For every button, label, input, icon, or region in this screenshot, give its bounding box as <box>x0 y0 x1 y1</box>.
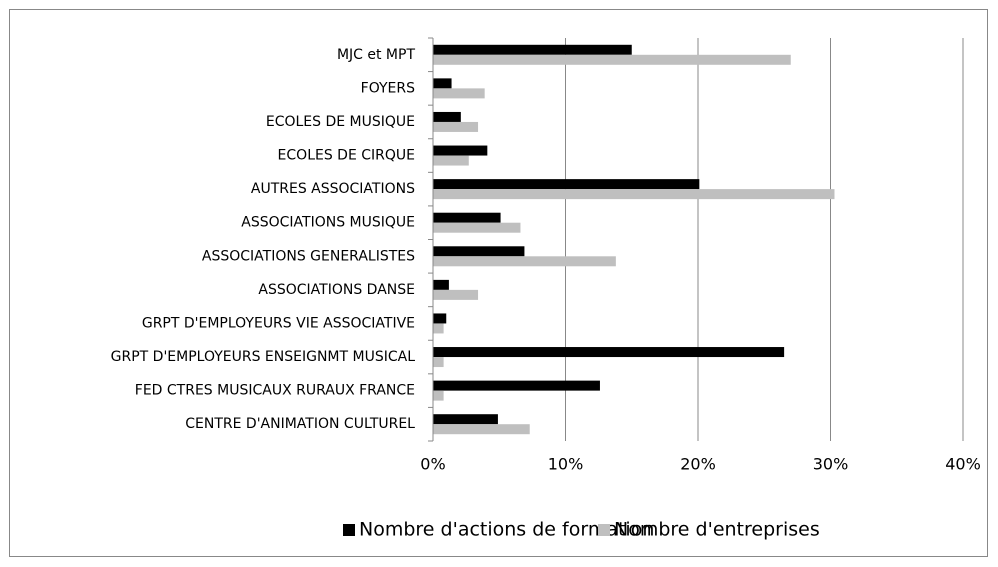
bar <box>433 222 521 233</box>
chart-frame <box>9 9 988 557</box>
bar <box>433 380 600 391</box>
bar <box>433 414 498 425</box>
bar <box>433 78 452 89</box>
y-tick-label: AUTRES ASSOCIATIONS <box>251 181 415 197</box>
y-tick-label: ASSOCIATIONS DANSE <box>258 282 415 298</box>
bar <box>433 88 485 99</box>
bar <box>433 121 479 132</box>
bar <box>433 256 616 267</box>
y-tick-label: FOYERS <box>361 80 415 96</box>
bar <box>433 347 785 358</box>
y-tick-label: MJC et MPT <box>337 47 416 63</box>
y-tick-label: GRPT D'EMPLOYEURS VIE ASSOCIATIVE <box>142 315 415 331</box>
bar <box>433 313 447 324</box>
y-tick-label: CENTRE D'ANIMATION CULTUREL <box>185 416 415 432</box>
bar <box>433 246 525 257</box>
y-tick-label: FED CTRES MUSICAUX RURAUX FRANCE <box>135 383 415 399</box>
bar <box>433 179 700 190</box>
bar <box>433 390 444 401</box>
bar <box>433 189 835 200</box>
bar <box>433 145 488 156</box>
bar <box>433 44 632 55</box>
bar <box>433 289 479 300</box>
y-tick-label: ECOLES DE CIRQUE <box>278 148 415 164</box>
bar <box>433 155 469 166</box>
y-tick-label: ASSOCIATIONS GENERALISTES <box>202 248 415 264</box>
y-tick-label: GRPT D'EMPLOYEURS ENSEIGNMT MUSICAL <box>111 349 416 365</box>
legend-label: Nombre d'entreprises <box>614 519 820 541</box>
y-tick-label: ASSOCIATIONS MUSIQUE <box>241 215 415 231</box>
bar <box>433 357 444 368</box>
x-tick-label: 0% <box>420 455 445 474</box>
x-tick-label: 40% <box>945 455 981 474</box>
bar <box>433 424 530 435</box>
bar <box>433 279 449 290</box>
bar <box>433 111 461 122</box>
legend-swatch <box>343 524 355 536</box>
x-tick-label: 10% <box>548 455 584 474</box>
bar <box>433 54 791 65</box>
bar <box>433 212 501 223</box>
legend-label: Nombre d'actions de formation <box>359 519 654 541</box>
x-tick-label: 20% <box>680 455 716 474</box>
legend-swatch <box>598 524 610 536</box>
bar <box>433 323 444 334</box>
x-tick-label: 30% <box>813 455 849 474</box>
y-tick-label: ECOLES DE MUSIQUE <box>266 114 415 130</box>
